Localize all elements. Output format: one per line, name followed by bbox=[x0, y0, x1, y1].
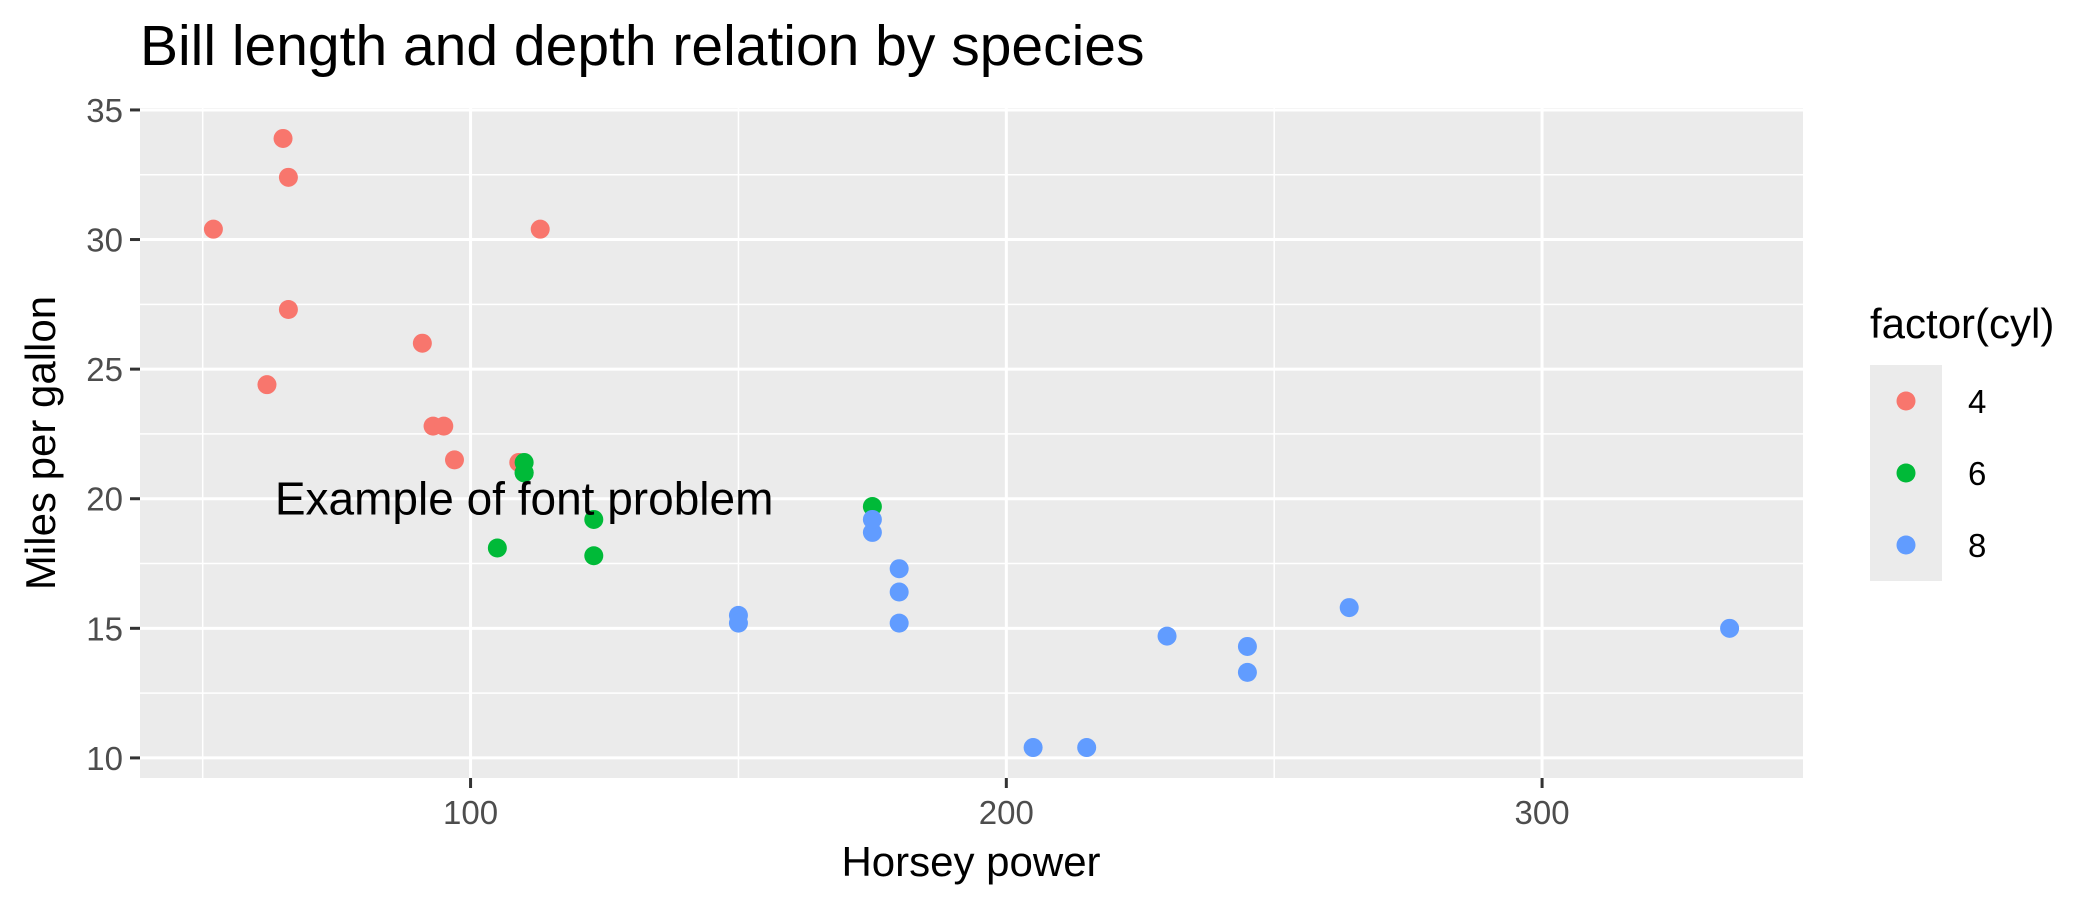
data-point-cyl-8 bbox=[1720, 618, 1740, 638]
data-point-cyl-8 bbox=[889, 582, 909, 602]
legend-title: factor(cyl) bbox=[1870, 300, 2054, 347]
y-tick-label: 20 bbox=[86, 481, 123, 518]
plot-panel bbox=[140, 108, 1803, 778]
data-point-cyl-4 bbox=[257, 375, 277, 395]
data-point-cyl-8 bbox=[1339, 598, 1359, 618]
legend-label-8: 8 bbox=[1968, 527, 1986, 564]
minor-gridlines bbox=[140, 108, 1803, 778]
data-point-cyl-4 bbox=[278, 167, 298, 187]
chart-title: Bill length and depth relation by specie… bbox=[140, 14, 1145, 78]
y-axis-title: Miles per gallon bbox=[17, 296, 64, 590]
x-axis-title: Horsey power bbox=[841, 838, 1100, 885]
major-gridlines bbox=[140, 108, 1803, 778]
y-tick-label: 10 bbox=[86, 740, 123, 777]
data-point-cyl-8 bbox=[1237, 636, 1257, 656]
data-point-cyl-6 bbox=[584, 546, 604, 566]
data-points bbox=[203, 128, 1740, 758]
legend-key-4 bbox=[1896, 391, 1916, 411]
legend: factor(cyl) 4 6 8 bbox=[1870, 300, 2054, 581]
data-point-cyl-4 bbox=[412, 333, 432, 353]
x-tick-label: 100 bbox=[443, 794, 498, 831]
y-tick-label: 25 bbox=[86, 351, 123, 388]
x-tick-label: 200 bbox=[979, 794, 1034, 831]
data-point-cyl-8 bbox=[889, 559, 909, 579]
data-point-cyl-4 bbox=[278, 300, 298, 320]
data-point-cyl-4 bbox=[530, 219, 550, 239]
data-point-cyl-8 bbox=[1157, 626, 1177, 646]
annotations: Example of font problem bbox=[275, 473, 774, 525]
data-point-cyl-6 bbox=[487, 538, 507, 558]
data-point-cyl-4 bbox=[273, 128, 293, 148]
data-point-cyl-8 bbox=[889, 613, 909, 633]
legend-key-6 bbox=[1896, 463, 1916, 483]
y-tick-label: 30 bbox=[86, 222, 123, 259]
y-tick-label: 35 bbox=[86, 92, 123, 129]
data-point-cyl-6 bbox=[584, 509, 604, 529]
chart-annotation: Example of font problem bbox=[275, 473, 774, 525]
x-axis: 100 200 300 bbox=[443, 778, 1570, 831]
data-point-cyl-8 bbox=[862, 509, 882, 529]
data-point-cyl-4 bbox=[444, 450, 464, 470]
legend-key-8 bbox=[1896, 535, 1916, 555]
y-tick-label: 15 bbox=[86, 610, 123, 647]
data-point-cyl-8 bbox=[1023, 738, 1043, 758]
data-point-cyl-8 bbox=[1077, 738, 1097, 758]
data-point-cyl-8 bbox=[728, 613, 748, 633]
legend-label-4: 4 bbox=[1968, 383, 1986, 420]
data-point-cyl-6 bbox=[514, 452, 534, 472]
data-point-cyl-4 bbox=[434, 416, 454, 436]
y-axis: 10 15 20 25 30 35 bbox=[86, 92, 140, 777]
data-point-cyl-4 bbox=[203, 219, 223, 239]
data-point-cyl-8 bbox=[1237, 662, 1257, 682]
x-tick-label: 300 bbox=[1515, 794, 1570, 831]
legend-label-6: 6 bbox=[1968, 455, 1986, 492]
